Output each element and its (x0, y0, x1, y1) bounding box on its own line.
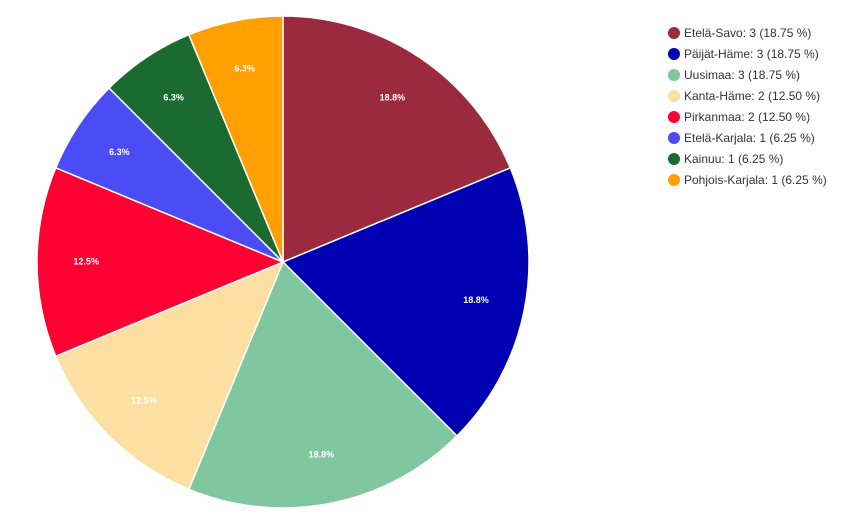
legend-label: Etelä-Savo: 3 (18.75 %) (684, 26, 811, 40)
value-label: 18.8% (309, 449, 335, 459)
value-label: 18.8% (463, 295, 489, 305)
legend-marker (668, 153, 680, 165)
legend-marker (668, 69, 680, 81)
legend-label: Pirkanmaa: 2 (12.50 %) (684, 110, 810, 124)
legend-marker (668, 90, 680, 102)
value-label: 6.3% (163, 93, 184, 103)
value-label: 12.5% (73, 256, 99, 266)
legend-marker (668, 174, 680, 186)
legend-label: Kanta-Häme: 2 (12.50 %) (684, 89, 820, 103)
legend-marker (668, 27, 680, 39)
legend-marker (668, 132, 680, 144)
pie-slice (281, 166, 530, 438)
pie-slice (187, 15, 284, 263)
pie-slice (187, 260, 459, 509)
legend-label: Pohjois-Karjala: 1 (6.25 %) (684, 173, 827, 187)
pie-slice (282, 15, 512, 264)
pie-slice (36, 166, 285, 358)
legend-label: Päijät-Häme: 3 (18.75 %) (684, 47, 819, 61)
value-label: 12.5% (131, 396, 157, 406)
value-label: 6.3% (234, 63, 255, 73)
legend-label: Etelä-Karjala: 1 (6.25 %) (684, 131, 815, 145)
value-label: 18.8% (380, 93, 406, 103)
pie-slice (54, 260, 285, 491)
value-label: 6.3% (109, 147, 130, 157)
legend-label: Uusimaa: 3 (18.75 %) (684, 68, 800, 82)
legend-marker (668, 48, 680, 60)
legend-marker (668, 111, 680, 123)
legend-label: Kainuu: 1 (6.25 %) (684, 152, 783, 166)
